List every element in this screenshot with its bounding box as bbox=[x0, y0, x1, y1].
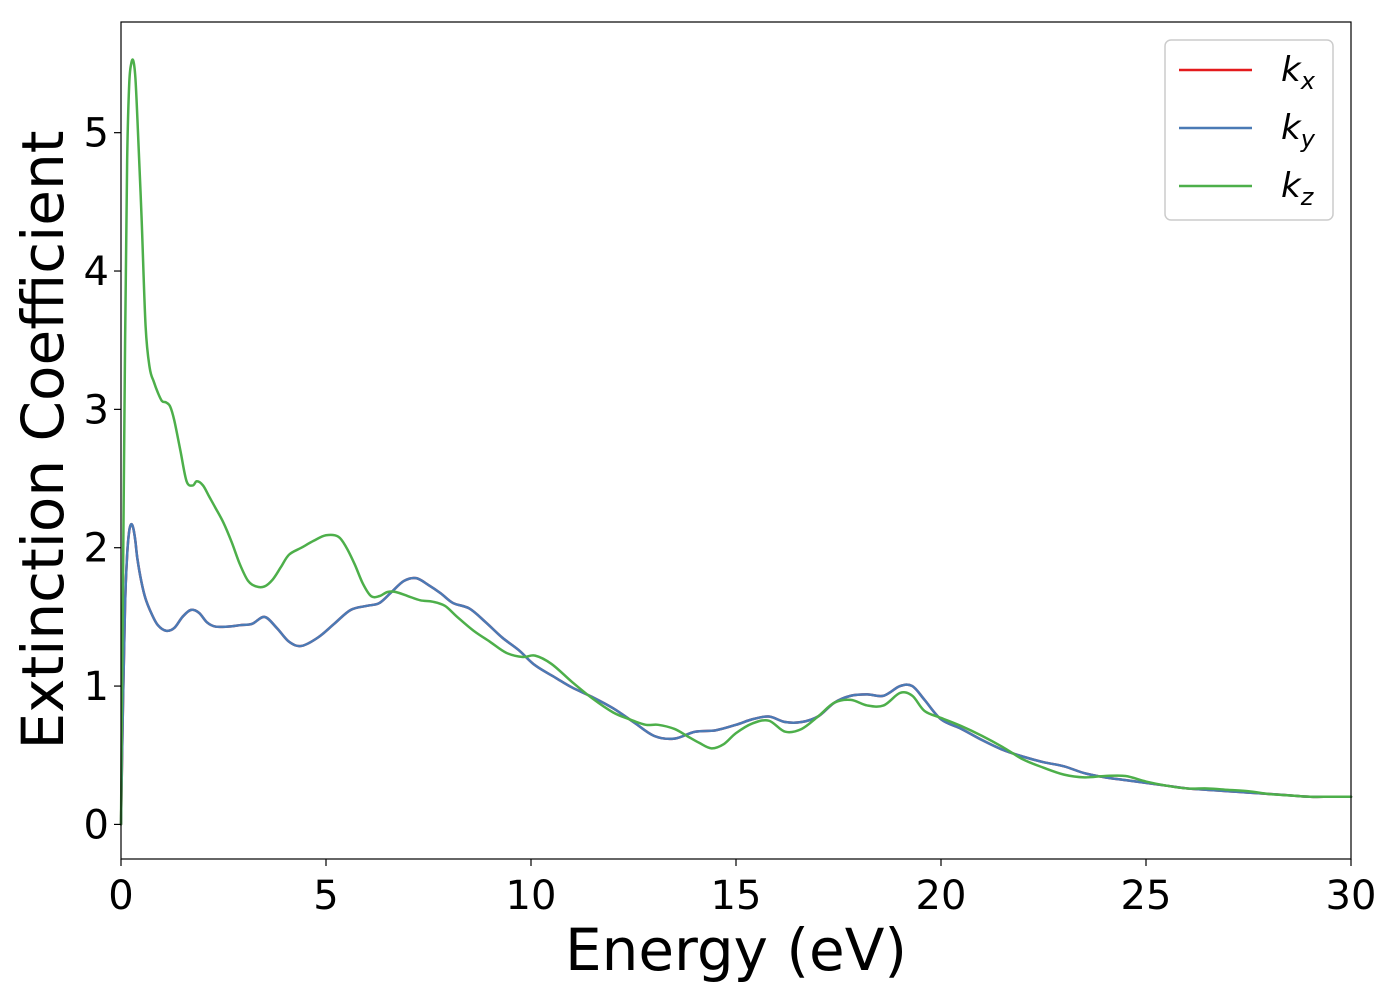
legend-label-x: kx bbox=[1281, 50, 1316, 95]
legend-label-z: kz bbox=[1281, 166, 1315, 211]
x-tick-label: 20 bbox=[916, 873, 967, 919]
series-line-y bbox=[119, 522, 1353, 826]
y-tick-label: 5 bbox=[84, 111, 109, 157]
plot-background bbox=[121, 22, 1351, 859]
x-axis-ticks: 0 5 10 15 20 25 30 bbox=[108, 859, 1376, 919]
series-line-z bbox=[119, 58, 1353, 826]
x-axis-title: Energy (eV) bbox=[565, 916, 907, 984]
y-tick-label: 2 bbox=[84, 526, 109, 572]
series-layer bbox=[119, 58, 1353, 826]
x-tick-label: 15 bbox=[711, 873, 762, 919]
legend-box bbox=[1164, 39, 1334, 221]
legend-label-y: ky bbox=[1281, 108, 1316, 153]
x-tick-label: 0 bbox=[108, 873, 133, 919]
legend: kx ky kz bbox=[1164, 39, 1334, 221]
x-tick-label: 25 bbox=[1121, 873, 1172, 919]
x-tick-label: 5 bbox=[313, 873, 338, 919]
y-tick-label: 0 bbox=[84, 802, 109, 848]
y-tick-label: 4 bbox=[84, 249, 109, 295]
y-axis-ticks: 0 1 2 3 4 5 bbox=[84, 111, 121, 848]
x-tick-label: 30 bbox=[1326, 873, 1377, 919]
y-tick-label: 1 bbox=[84, 664, 109, 710]
x-tick-label: 10 bbox=[506, 873, 557, 919]
y-axis-title: Extinction Coefficient bbox=[9, 131, 77, 750]
y-tick-label: 3 bbox=[84, 387, 109, 433]
